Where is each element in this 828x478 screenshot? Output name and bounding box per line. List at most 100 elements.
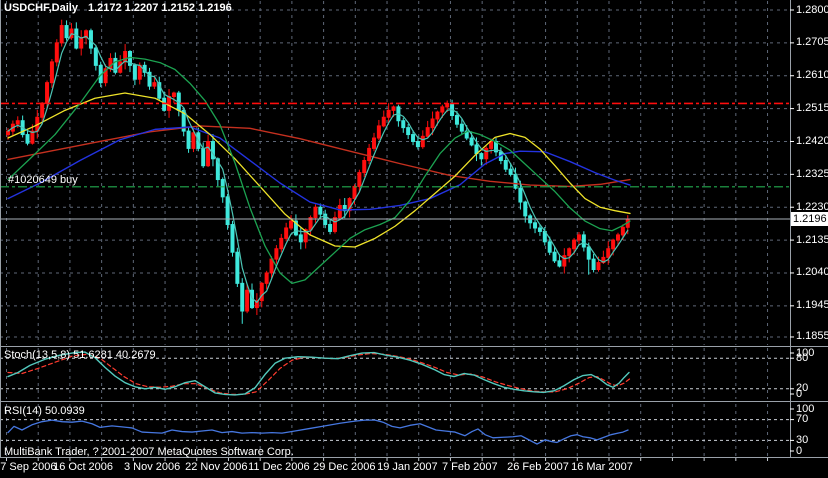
ma-slow-yellow: [7, 92, 631, 248]
candle-body: [376, 125, 381, 139]
date-axis-label: 16 Oct 2006: [53, 461, 114, 473]
candle-body: [103, 68, 108, 84]
candle-body: [328, 224, 333, 232]
candle-body: [45, 82, 50, 104]
candle-body: [132, 64, 137, 80]
candle-body: [508, 168, 513, 175]
candle-body: [415, 140, 420, 148]
candle-body: [259, 282, 264, 302]
stoch-axis-label: 100: [796, 346, 815, 359]
candle-body: [411, 134, 416, 142]
candle-body: [313, 206, 318, 219]
candle-body: [25, 134, 30, 144]
candle-body: [123, 51, 128, 63]
candle-body: [469, 137, 474, 146]
candle-body: [113, 57, 118, 73]
candle-body: [386, 109, 391, 118]
stoch-main: [7, 351, 630, 396]
price-axis-label: 1.2135: [796, 233, 828, 246]
candle-body: [572, 239, 577, 250]
candle-body: [567, 248, 572, 257]
price-axis-label: 1.2515: [796, 102, 828, 115]
candle-body: [30, 130, 35, 144]
candle-body: [523, 201, 528, 217]
candle-body: [59, 25, 64, 44]
candle-body: [147, 71, 152, 87]
price-axis-label: 1.1945: [796, 299, 828, 312]
candle-body: [381, 116, 386, 127]
price-axis-label: 1.2800: [796, 3, 828, 16]
candle-body: [547, 241, 552, 253]
candle-body: [230, 224, 235, 253]
price-axis-label: 1.1855: [796, 330, 828, 343]
candle-body: [186, 130, 191, 149]
symbol-period-text: USDCHF,Daily: [4, 2, 78, 14]
price-axis-label: 1.2705: [796, 36, 828, 49]
date-axis-label: 19 Jan 2007: [377, 461, 438, 473]
price-axis-label: 1.2325: [796, 167, 828, 180]
rsi-line: [7, 419, 629, 445]
current-price-box: 1.2196: [791, 211, 828, 226]
candle-body: [581, 234, 586, 248]
candle-body: [318, 206, 323, 215]
candle-body: [445, 102, 450, 108]
price-axis-label: 1.2420: [796, 134, 828, 147]
candle-body: [289, 220, 294, 229]
candle-body: [137, 64, 142, 80]
candle-body: [591, 258, 596, 270]
candle-body: [279, 237, 284, 250]
candle-body: [245, 289, 250, 312]
candle-body: [557, 260, 562, 267]
candle-body: [181, 109, 186, 132]
candle-body: [79, 37, 84, 49]
candle-body: [293, 220, 298, 236]
candle-body: [298, 234, 303, 243]
ma-medium-green: [7, 56, 631, 284]
ma-slower-blue: [7, 126, 631, 211]
candle-body: [303, 229, 308, 243]
rsi-axis-label: 30: [796, 433, 809, 446]
stoch-indicator-label: Stoch(13,5,8) 51.6281 40.2679: [4, 349, 156, 361]
candle-body: [235, 251, 240, 284]
candle-body: [157, 82, 162, 99]
candle-body: [552, 251, 557, 262]
candle-body: [342, 204, 347, 212]
candle-body: [54, 42, 59, 63]
candle-body: [308, 217, 313, 231]
ohlc-values-text: 1.2172 1.2207 1.2152 1.2196: [87, 2, 232, 14]
candle-body: [616, 234, 620, 241]
candle-body: [606, 248, 611, 258]
candle-body: [352, 185, 357, 200]
date-axis-label: 27 Sep 2006: [0, 461, 57, 473]
candle-body: [15, 120, 20, 125]
candle-body: [191, 132, 196, 149]
date-axis-label: 11 Dec 2006: [248, 461, 310, 473]
rsi-axis-label: 70: [796, 413, 809, 426]
ma-fast-teal: [7, 33, 629, 303]
candle-body: [391, 106, 396, 111]
ma-slowest-red: [7, 125, 631, 188]
candle-body: [201, 147, 206, 167]
candle-body: [484, 147, 489, 160]
candle-body: [459, 123, 464, 132]
price-axis-label: 1.2040: [796, 266, 828, 279]
candle-body: [210, 140, 215, 160]
candle-body: [254, 300, 259, 309]
candle-body: [406, 127, 411, 136]
candle-body: [576, 234, 581, 241]
candle-body: [84, 30, 89, 39]
candle-body: [152, 82, 157, 87]
date-axis-label: 29 Dec 2006: [313, 461, 376, 473]
candle-body: [215, 158, 220, 181]
date-axis-label: 7 Feb 2007: [442, 461, 498, 473]
candle-body: [162, 97, 167, 111]
date-axis-label: 3 Nov 2006: [124, 461, 181, 473]
candle-body: [367, 147, 372, 162]
candle-body: [372, 137, 376, 149]
candle-body: [284, 227, 289, 239]
rsi-axis-label: 0: [796, 444, 803, 457]
candle-body: [620, 226, 625, 236]
candle-body: [430, 118, 435, 129]
